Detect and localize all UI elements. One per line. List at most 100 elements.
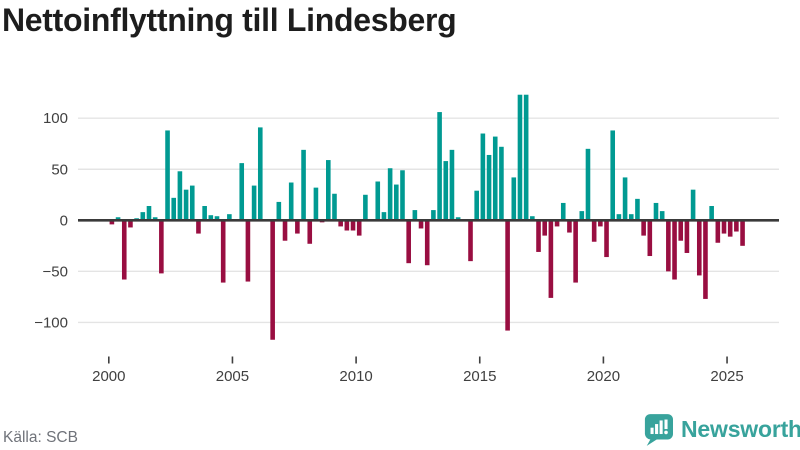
bar-positive bbox=[183, 189, 189, 221]
x-axis-tick-label: 2000 bbox=[92, 368, 125, 385]
bar-positive bbox=[189, 185, 195, 221]
y-axis-tick-label: 50 bbox=[51, 161, 68, 178]
bar-positive bbox=[177, 171, 183, 221]
y-axis-tick-label: 100 bbox=[43, 110, 68, 127]
bar-negative bbox=[703, 220, 708, 299]
bar-negative bbox=[424, 220, 430, 266]
bar-positive bbox=[486, 154, 492, 221]
bar-negative bbox=[696, 220, 702, 276]
bar-positive bbox=[653, 202, 659, 221]
bar-negative bbox=[641, 220, 646, 236]
bar-negative bbox=[542, 220, 547, 236]
bar-positive bbox=[455, 217, 461, 221]
x-axis-tick-label: 2025 bbox=[710, 368, 743, 385]
bar-positive bbox=[288, 182, 294, 221]
bar-positive bbox=[332, 193, 337, 221]
bar-negative bbox=[338, 220, 343, 227]
bar-negative bbox=[548, 220, 554, 298]
bar-positive bbox=[610, 130, 616, 221]
bar-positive bbox=[412, 210, 418, 221]
y-axis-tick-label: −100 bbox=[34, 314, 68, 331]
logo-bar-2 bbox=[655, 423, 659, 434]
bar-positive bbox=[616, 214, 622, 221]
bar-negative bbox=[468, 220, 473, 262]
bar-positive bbox=[659, 211, 665, 221]
bar-positive bbox=[579, 211, 585, 221]
bar-positive bbox=[431, 210, 436, 221]
x-axis-tick-label: 2015 bbox=[463, 368, 496, 385]
bar-positive bbox=[480, 133, 486, 221]
bar-positive bbox=[523, 94, 529, 221]
newsworthy-logo-text: Newsworthy bbox=[681, 415, 800, 442]
bar-negative bbox=[727, 220, 733, 237]
y-axis-tick-label: 0 bbox=[60, 212, 68, 229]
bar-positive bbox=[437, 112, 442, 221]
bar-negative bbox=[684, 220, 690, 253]
bar-positive bbox=[276, 201, 282, 221]
bar-positive bbox=[171, 197, 177, 221]
bar-positive bbox=[363, 194, 368, 221]
bar-negative bbox=[270, 220, 275, 340]
bar-positive bbox=[387, 168, 393, 221]
bar-positive bbox=[152, 217, 158, 221]
bar-negative bbox=[740, 220, 745, 246]
bar-negative bbox=[406, 220, 411, 264]
bar-positive bbox=[622, 177, 628, 221]
bar-negative bbox=[591, 220, 597, 242]
bar-positive bbox=[474, 190, 479, 221]
bar-positive bbox=[449, 149, 455, 221]
bar-positive bbox=[202, 206, 207, 221]
bar-positive bbox=[257, 127, 263, 221]
bar-positive bbox=[443, 161, 449, 221]
bar-negative bbox=[672, 220, 677, 280]
bar-positive bbox=[381, 212, 387, 221]
newsworthy-logo-icon bbox=[644, 413, 673, 446]
bar-positive bbox=[208, 215, 214, 221]
bar-positive bbox=[511, 177, 517, 221]
bar-negative bbox=[344, 220, 350, 231]
bar-negative bbox=[715, 220, 721, 243]
bar-positive bbox=[251, 185, 257, 221]
chart-title: Nettoinflyttning till Lindesberg bbox=[2, 2, 457, 38]
x-axis-tick-label: 2005 bbox=[216, 368, 249, 385]
bar-negative bbox=[734, 220, 739, 232]
logo-bar-1 bbox=[650, 427, 654, 434]
bar-positive bbox=[690, 189, 696, 221]
x-axis-tick-label: 2020 bbox=[587, 368, 620, 385]
bar-positive bbox=[115, 217, 121, 221]
bar-positive bbox=[375, 181, 381, 221]
bar-positive bbox=[165, 130, 170, 221]
bar-negative bbox=[678, 220, 684, 241]
bar-negative bbox=[159, 220, 164, 274]
bar-positive bbox=[492, 136, 498, 221]
bar-positive bbox=[227, 214, 232, 221]
bar-negative bbox=[647, 220, 653, 257]
bar-positive bbox=[394, 184, 399, 221]
logo-exclamation-dot bbox=[664, 430, 668, 434]
bar-positive bbox=[560, 202, 566, 221]
bar-positive bbox=[400, 170, 405, 221]
bar-negative bbox=[282, 220, 288, 241]
bar-negative bbox=[573, 220, 578, 283]
bar-positive bbox=[146, 206, 152, 221]
bar-positive bbox=[517, 94, 523, 221]
bar-positive bbox=[313, 187, 319, 221]
logo-exclamation-bar bbox=[664, 419, 668, 429]
bar-positive bbox=[628, 214, 634, 221]
source-note: Källa: SCB bbox=[3, 429, 78, 446]
bar-negative bbox=[128, 220, 133, 228]
bar-positive bbox=[585, 148, 591, 221]
bar-negative bbox=[567, 220, 572, 233]
bar-negative bbox=[121, 220, 127, 280]
bar-negative bbox=[598, 220, 603, 227]
bar-negative bbox=[356, 220, 362, 236]
bar-negative bbox=[418, 220, 424, 229]
bar-positive bbox=[326, 160, 331, 221]
bar-positive bbox=[301, 149, 306, 221]
bar-negative bbox=[536, 220, 541, 252]
bar-negative bbox=[307, 220, 313, 244]
bar-positive bbox=[530, 216, 535, 221]
newsworthy-logo[interactable]: Newsworthy bbox=[644, 412, 800, 446]
